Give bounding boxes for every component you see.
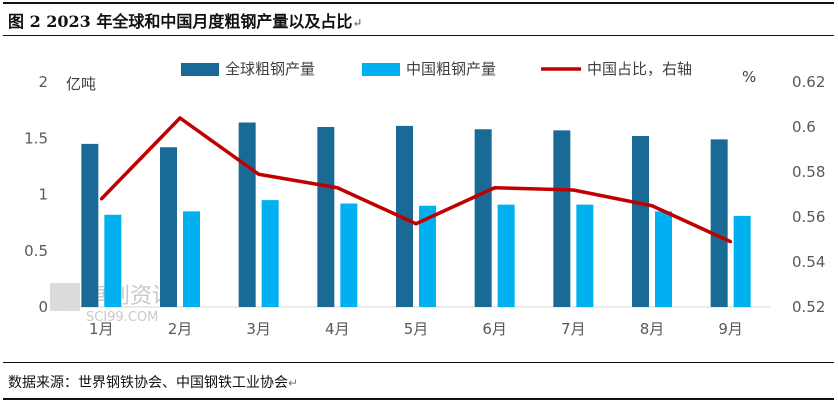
x-tick-label: 4月 [325, 320, 350, 338]
bar-china [733, 215, 751, 307]
bar-global [632, 136, 649, 307]
line-point [99, 197, 103, 201]
line-point [650, 204, 654, 208]
y-left-tick-label: 0.5 [24, 242, 48, 260]
bar-china [183, 211, 200, 307]
y-right-tick-label: 0.54 [792, 253, 825, 271]
line-point [178, 116, 182, 120]
steel-output-chart: 卓创资讯 SCI99.COM 1月 2月 3月 4月 5月 6月 7月 8月 9月 0 0.5 1 1.… [24, 60, 825, 338]
bottom-border [3, 398, 834, 400]
bar-global [160, 147, 177, 307]
watermark: 卓创资讯 SCI99.COM [50, 283, 174, 325]
y-left-unit-label: 亿吨 [66, 75, 96, 93]
bar-global [317, 127, 335, 307]
bottom-rule [3, 362, 834, 363]
figure-title: 图 2 2023 年全球和中国月度粗钢产量以及占比↵ [8, 8, 362, 32]
y-left-tick-label: 0 [38, 298, 48, 316]
watermark-text: 卓创资讯 [86, 284, 174, 309]
return-mark: ↵ [352, 16, 363, 30]
bar-china [419, 205, 436, 307]
bar-china [655, 211, 672, 307]
line-point [414, 222, 418, 226]
y-left-tick-label: 1.5 [24, 129, 48, 147]
y-right-tick-label: 0.58 [792, 163, 825, 181]
figure-source-text: 数据来源：世界钢铁协会、中国钢铁工业协会 [8, 375, 288, 391]
bar-global [553, 130, 571, 307]
line-point [493, 186, 497, 190]
x-tick-label: 9月 [718, 320, 743, 338]
bar-global [238, 122, 256, 307]
top-rule [3, 2, 834, 4]
y-right-tick-label: 0.52 [792, 298, 825, 316]
legend-label-global: 全球粗钢产量 [225, 60, 315, 78]
y-right-tick-label: 0.62 [792, 73, 825, 91]
bar-china [104, 214, 122, 307]
legend-swatch-global [181, 63, 219, 76]
legend-label-china: 中国粗钢产量 [406, 60, 496, 78]
bar-china [261, 200, 279, 307]
figure-title-text: 图 2 2023 年全球和中国月度粗钢产量以及占比 [8, 12, 353, 31]
y-left-tick-label: 1 [38, 186, 48, 204]
y-left-tick-label: 2 [38, 73, 48, 91]
x-tick-label: 7月 [561, 320, 586, 338]
bar-china [340, 203, 358, 307]
line-point [729, 240, 733, 244]
bar-global [474, 129, 492, 307]
line-point [571, 188, 575, 192]
figure-source: 数据来源：世界钢铁协会、中国钢铁工业协会↵ [8, 372, 298, 392]
line-point [257, 172, 261, 176]
title-rule [3, 35, 834, 36]
line-point [335, 186, 339, 190]
x-tick-label: 8月 [640, 320, 665, 338]
x-tick-label: 2月 [168, 320, 193, 338]
y-right-unit-label: % [742, 68, 756, 86]
y-right-tick-label: 0.6 [792, 118, 816, 136]
x-tick-label: 1月 [89, 320, 114, 338]
bar-china [497, 204, 515, 307]
watermark-sub: SCI99.COM [86, 310, 158, 325]
x-tick-label: 3月 [246, 320, 271, 338]
watermark-logo-icon [50, 283, 80, 311]
legend-label-share: 中国占比，右轴 [587, 60, 692, 78]
bar-china [576, 204, 594, 307]
legend-swatch-china [362, 63, 400, 76]
x-tick-label: 6月 [482, 320, 507, 338]
x-tick-label: 5月 [404, 320, 429, 338]
bar-global [81, 143, 99, 307]
y-right-tick-label: 0.56 [792, 208, 825, 226]
bar-global [710, 139, 728, 307]
return-mark: ↵ [288, 376, 299, 390]
bar-global [396, 125, 413, 307]
